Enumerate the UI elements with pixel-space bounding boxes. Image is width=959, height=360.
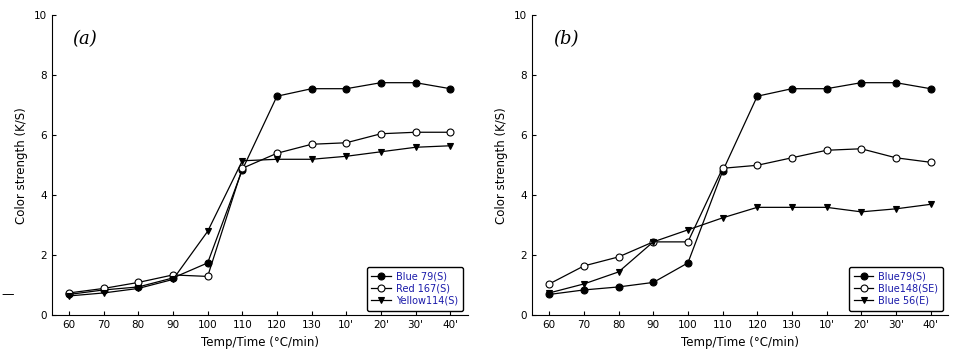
Blue79(S) (924, 86, 936, 91)
X-axis label: Temp/Time (°C/min): Temp/Time (°C/min) (200, 336, 318, 349)
Line: Red 167(S): Red 167(S) (65, 129, 454, 296)
Yellow114(S) (132, 286, 144, 291)
Blue 79(S) (409, 81, 421, 85)
Blue 79(S) (306, 86, 317, 91)
Yellow114(S) (340, 154, 352, 158)
Blue 56(E) (924, 202, 936, 207)
Blue79(S) (716, 169, 728, 174)
Line: Yellow114(S): Yellow114(S) (65, 142, 454, 300)
Red 167(S) (167, 273, 178, 277)
Blue 79(S) (202, 261, 214, 265)
Red 167(S) (445, 130, 456, 134)
Blue 56(E) (752, 205, 763, 210)
Blue148(SE) (890, 156, 901, 160)
Yellow114(S) (63, 294, 75, 298)
Red 167(S) (63, 291, 75, 295)
Legend: Blue79(S), Blue148(SE), Blue 56(E): Blue79(S), Blue148(SE), Blue 56(E) (849, 267, 943, 311)
Blue148(SE) (752, 163, 763, 167)
Red 167(S) (98, 286, 109, 291)
Yellow114(S) (409, 145, 421, 149)
Blue148(SE) (682, 240, 693, 244)
Y-axis label: Color strength (K/S): Color strength (K/S) (496, 107, 508, 224)
Line: Blue 79(S): Blue 79(S) (65, 79, 454, 298)
Blue79(S) (752, 94, 763, 98)
Blue 79(S) (167, 276, 178, 280)
Red 167(S) (271, 151, 283, 156)
Red 167(S) (132, 280, 144, 285)
Y-axis label: Color strength (K/S): Color strength (K/S) (15, 107, 28, 224)
Blue79(S) (578, 288, 590, 292)
Blue148(SE) (924, 160, 936, 165)
Red 167(S) (202, 274, 214, 279)
Red 167(S) (340, 141, 352, 145)
Blue 56(E) (786, 205, 798, 210)
Line: Blue79(S): Blue79(S) (546, 79, 934, 298)
Blue 79(S) (340, 86, 352, 91)
Text: (b): (b) (552, 30, 578, 48)
Blue148(SE) (544, 282, 555, 286)
Blue79(S) (544, 292, 555, 297)
Blue 56(E) (682, 228, 693, 232)
Blue79(S) (855, 81, 867, 85)
Blue79(S) (647, 280, 659, 285)
Blue148(SE) (613, 255, 624, 259)
Red 167(S) (375, 132, 386, 136)
Red 167(S) (409, 130, 421, 134)
Blue 56(E) (890, 207, 901, 211)
Text: (a): (a) (73, 30, 97, 48)
Blue 79(S) (63, 292, 75, 297)
Yellow114(S) (306, 157, 317, 161)
Blue 79(S) (237, 168, 248, 172)
Blue 56(E) (613, 270, 624, 274)
Blue148(SE) (647, 240, 659, 244)
X-axis label: Temp/Time (°C/min): Temp/Time (°C/min) (681, 336, 799, 349)
Blue148(SE) (821, 148, 832, 152)
Blue 56(E) (716, 216, 728, 220)
Yellow114(S) (237, 159, 248, 163)
Blue 56(E) (821, 205, 832, 210)
Blue79(S) (682, 261, 693, 265)
Text: —: — (2, 288, 14, 301)
Blue 79(S) (445, 86, 456, 91)
Yellow114(S) (167, 277, 178, 282)
Blue 56(E) (544, 291, 555, 295)
Blue 56(E) (578, 282, 590, 286)
Red 167(S) (237, 166, 248, 170)
Blue 79(S) (98, 288, 109, 292)
Red 167(S) (306, 142, 317, 147)
Blue79(S) (613, 285, 624, 289)
Blue79(S) (890, 81, 901, 85)
Blue148(SE) (716, 166, 728, 170)
Line: Blue148(SE): Blue148(SE) (546, 145, 934, 287)
Legend: Blue 79(S), Red 167(S), Yellow114(S): Blue 79(S), Red 167(S), Yellow114(S) (366, 267, 463, 311)
Yellow114(S) (271, 157, 283, 161)
Blue148(SE) (578, 264, 590, 268)
Blue148(SE) (855, 147, 867, 151)
Blue79(S) (786, 86, 798, 91)
Yellow114(S) (375, 150, 386, 154)
Blue 56(E) (855, 210, 867, 214)
Yellow114(S) (445, 144, 456, 148)
Blue 56(E) (647, 240, 659, 244)
Yellow114(S) (202, 229, 214, 234)
Yellow114(S) (98, 291, 109, 295)
Blue 79(S) (375, 81, 386, 85)
Blue 79(S) (132, 285, 144, 289)
Line: Blue 56(E): Blue 56(E) (546, 201, 934, 296)
Blue 79(S) (271, 94, 283, 98)
Blue148(SE) (786, 156, 798, 160)
Blue79(S) (821, 86, 832, 91)
